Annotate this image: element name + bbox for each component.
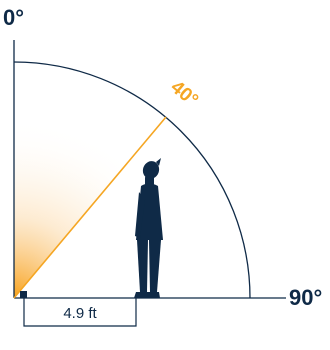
angle-arc	[13, 61, 251, 299]
angle-ray	[13, 116, 167, 299]
person-silhouette-icon	[134, 158, 163, 298]
distance-bracket	[23, 298, 137, 327]
viewing-angle-label: 40°	[166, 77, 202, 112]
distance-label: 4.9 ft	[63, 305, 97, 322]
camera-sensor-icon	[20, 291, 27, 298]
top-angle-label: 0°	[3, 5, 24, 30]
viewing-cone-fill	[14, 61, 166, 298]
right-angle-label: 90°	[289, 285, 322, 310]
